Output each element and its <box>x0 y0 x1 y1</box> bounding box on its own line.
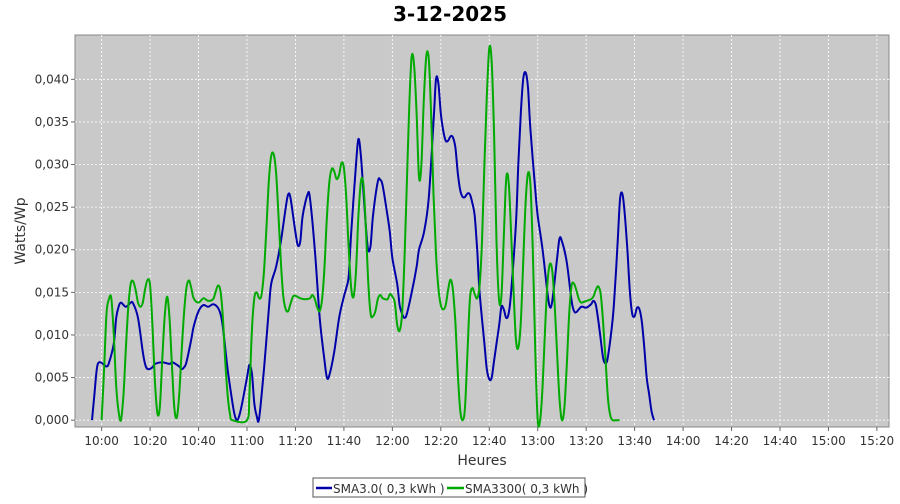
x-tick-label: 15:20 <box>860 434 895 448</box>
x-tick-label: 15:00 <box>811 434 846 448</box>
x-tick-label: 12:20 <box>424 434 459 448</box>
grid-lines <box>75 35 889 427</box>
y-tick-label: 0,020 <box>35 243 69 257</box>
y-tick-label: 0,035 <box>35 115 69 129</box>
series-lines <box>91 44 655 428</box>
x-axis-label: Heures <box>457 453 506 469</box>
y-tick-label: 0,010 <box>35 328 69 342</box>
x-tick-label: 13:00 <box>520 434 555 448</box>
y-tick-label: 0,030 <box>35 158 69 172</box>
x-tick-label: 10:40 <box>181 434 216 448</box>
axis-ticks: 0,000 0,005 0,010 0,015 0,020 0,025 0,030 0,035… <box>35 72 895 448</box>
legend-label-sma3300: SMA3300( 0,3 kWh ) <box>465 482 588 496</box>
x-tick-label: 14:00 <box>666 434 701 448</box>
x-tick-label: 11:40 <box>327 434 362 448</box>
x-tick-label: 14:20 <box>714 434 749 448</box>
x-tick-label: 14:40 <box>763 434 798 448</box>
legend-label-sma3-0: SMA3.0( 0,3 kWh ) <box>333 482 445 496</box>
series-line-sma3-0 <box>91 71 655 423</box>
y-axis-label: Watts/Wp <box>13 197 29 264</box>
y-tick-label: 0,025 <box>35 200 69 214</box>
y-tick-label: 0,005 <box>35 371 69 385</box>
x-tick-label: 10:20 <box>133 434 168 448</box>
x-tick-label: 12:40 <box>472 434 507 448</box>
x-tick-label: 11:00 <box>230 434 265 448</box>
y-tick-label: 0,015 <box>35 285 69 299</box>
x-tick-label: 13:20 <box>569 434 604 448</box>
series-line-sma3300 <box>100 44 618 428</box>
x-tick-label: 12:00 <box>375 434 410 448</box>
y-tick-label: 0,040 <box>35 72 69 86</box>
legend: SMA3.0( 0,3 kWh ) SMA3300( 0,3 kWh ) <box>312 477 588 498</box>
chart-title: 3-12-2025 <box>393 2 507 26</box>
x-tick-label: 10:00 <box>84 434 119 448</box>
x-tick-label: 13:40 <box>617 434 652 448</box>
x-tick-label: 11:20 <box>278 434 313 448</box>
y-tick-label: 0,000 <box>35 413 69 427</box>
